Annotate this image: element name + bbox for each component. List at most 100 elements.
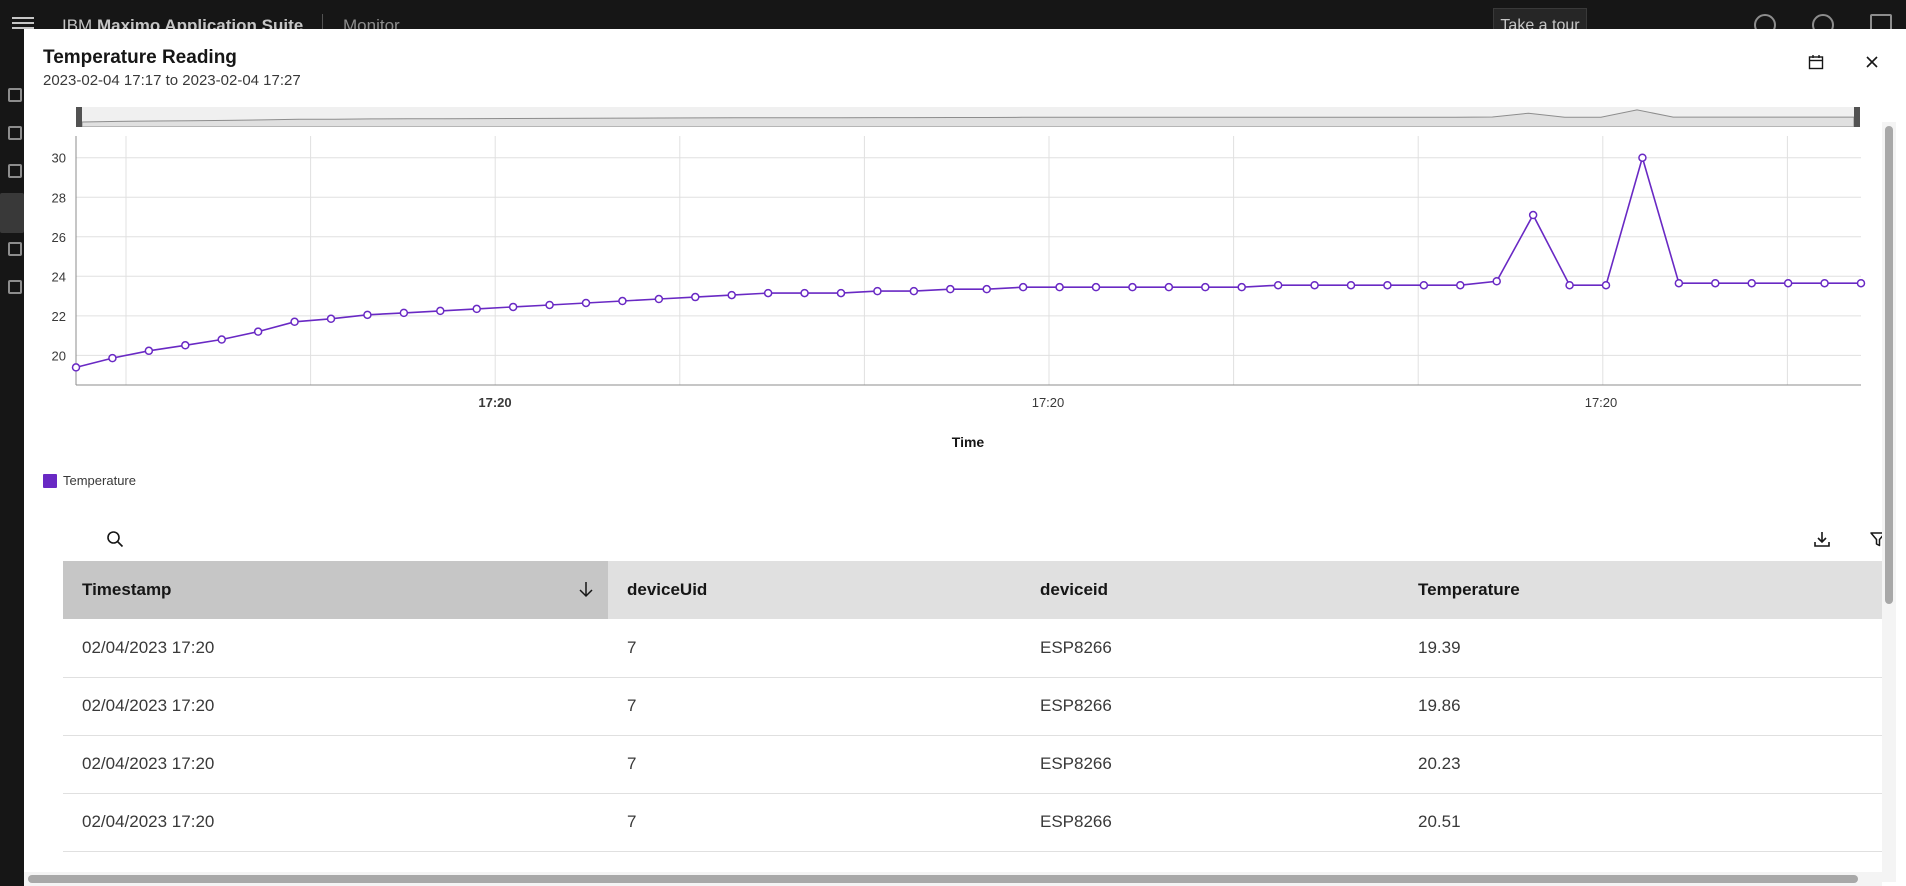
left-nav-rail [0,48,24,886]
cell-timestamp: 02/04/2023 17:20 [63,677,608,736]
hamburger-menu-icon[interactable] [12,14,34,32]
data-point [545,300,554,310]
y-tick-label: 24 [52,269,66,284]
y-tick-label: 30 [52,151,66,166]
data-point [1164,282,1174,292]
close-icon[interactable] [1861,51,1883,73]
data-point [1055,282,1064,292]
data-point [1201,282,1210,292]
modal-title: Temperature Reading [43,47,237,68]
x-tick-label: 17:20 [1585,395,1618,410]
legend-label: Temperature [63,473,136,488]
temperature-line-chart: 30 28 26 24 22 20 17:20 17:20 17:20 Time [52,136,1866,450]
arrow-down-icon[interactable] [578,580,594,603]
column-header-deviceid[interactable]: deviceid [1021,561,1399,619]
data-point [144,346,154,356]
data-point [1346,280,1356,290]
calendar-icon[interactable] [1805,51,1827,73]
scrollbar-thumb[interactable] [1885,126,1893,604]
temperature-series-line [75,154,1861,369]
column-header-label: Temperature [1418,580,1520,599]
scrollbar-thumb[interactable] [28,875,1858,883]
y-tick-label: 20 [52,348,66,363]
table-toolbar [63,515,1906,563]
data-point [108,353,117,363]
data-point [873,286,882,296]
data-point [1128,282,1137,292]
data-point [836,288,846,298]
monitor-nav-icon[interactable] [0,193,24,233]
data-point [1273,280,1283,290]
cell-temperature: 20.51 [1399,793,1885,852]
data-point [800,288,809,298]
devices-icon[interactable] [8,280,22,294]
y-tick-label: 22 [52,309,66,324]
data-point [71,363,81,372]
column-header-deviceuid[interactable]: deviceUid [608,561,1021,619]
cell-temperature: 19.86 [1399,677,1885,736]
table-row[interactable]: 02/04/2023 17:20 7 ESP8266 20.23 [63,735,1885,794]
data-point [1820,278,1829,288]
data-point [1674,278,1684,288]
dashboard-icon[interactable] [8,126,22,140]
data-point [1783,278,1793,288]
x-axis-title: Time [952,434,985,450]
table-row[interactable]: 02/04/2023 17:20 7 ESP8266 19.39 [63,619,1885,678]
zoom-brush[interactable] [76,107,1860,127]
legend-swatch [43,473,57,488]
data-point [436,306,445,316]
data-point [727,290,736,300]
data-point [1383,280,1392,290]
header-divider [322,14,323,34]
data-point [1492,277,1501,286]
table-header-row: Timestamp deviceUid deviceid Temperature [63,561,1885,619]
data-point [1419,280,1429,290]
data-point [1310,280,1319,290]
cell-deviceid: ESP8266 [1021,677,1399,736]
data-point [363,310,372,320]
data-point [1091,282,1101,292]
data-point [763,288,773,298]
cell-deviceuid: 7 [608,735,1021,794]
table-row[interactable]: 02/04/2023 17:20 7 ESP8266 19.86 [63,677,1885,736]
vertical-scrollbar[interactable] [1882,122,1896,882]
data-point [399,308,409,318]
data-point [1856,278,1866,288]
zoom-brush-preview [82,109,1854,127]
hierarchy-icon[interactable] [8,242,22,256]
data-point [1601,280,1611,290]
column-header-label: deviceUid [627,580,708,599]
data-point [654,294,664,304]
column-header-temperature[interactable]: Temperature [1399,561,1885,619]
data-point [982,284,991,294]
column-header-timestamp[interactable]: Timestamp [63,561,608,619]
data-point [217,335,226,344]
cell-timestamp: 02/04/2023 17:20 [63,793,608,852]
column-header-label: deviceid [1040,580,1109,599]
horizontal-scrollbar[interactable] [24,872,1882,886]
data-point [909,286,919,296]
temperature-reading-modal: Temperature Reading 2023-02-04 17:17 to … [24,29,1906,886]
data-point [946,284,955,294]
data-point [1747,278,1756,288]
home-icon[interactable] [8,88,22,102]
search-nav-icon[interactable] [8,164,22,178]
data-point [472,304,481,314]
readings-table: Timestamp deviceUid deviceid Temperature… [63,561,1885,852]
cell-temperature: 20.23 [1399,735,1885,794]
y-tick-label: 26 [52,230,66,245]
cell-deviceuid: 7 [608,793,1021,852]
table-row[interactable]: 02/04/2023 17:20 7 ESP8266 20.51 [63,793,1885,852]
search-icon[interactable] [105,529,125,549]
data-point [1711,278,1720,288]
data-point [1638,153,1647,162]
chart-legend[interactable]: Temperature [43,473,136,488]
data-point [326,314,336,324]
data-point [618,296,627,306]
cell-deviceid: ESP8266 [1021,619,1399,678]
cell-timestamp: 02/04/2023 17:20 [63,735,608,794]
data-point [290,317,299,327]
y-tick-label: 28 [52,190,66,205]
download-icon[interactable] [1812,529,1832,549]
column-header-label: Timestamp [82,580,172,599]
